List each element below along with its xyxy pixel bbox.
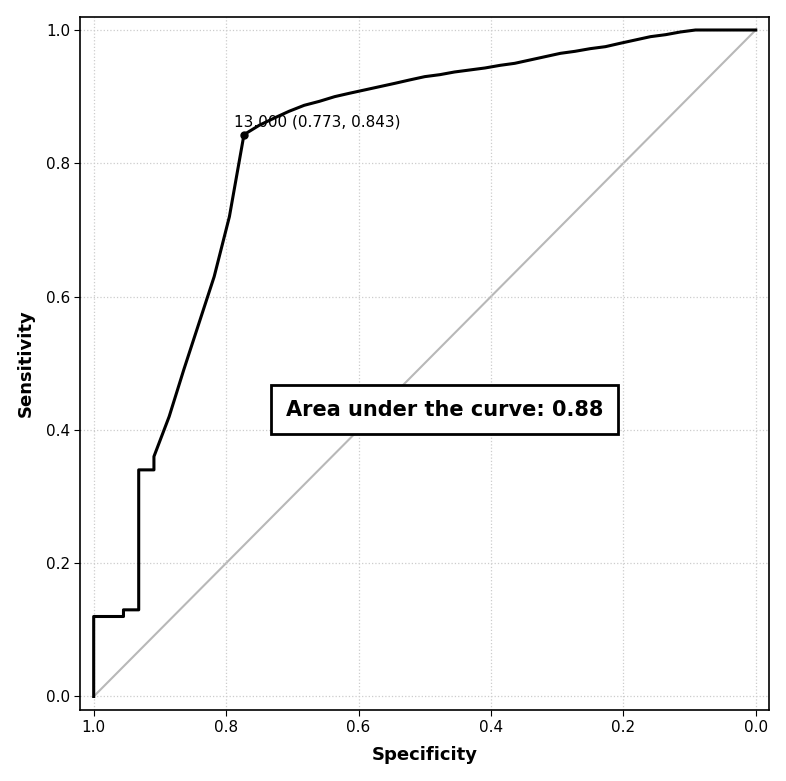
Text: 13.000 (0.773, 0.843): 13.000 (0.773, 0.843) [234, 114, 401, 130]
X-axis label: Specificity: Specificity [372, 747, 478, 765]
Text: Area under the curve: 0.88: Area under the curve: 0.88 [286, 400, 604, 420]
Y-axis label: Sensitivity: Sensitivity [17, 309, 35, 417]
